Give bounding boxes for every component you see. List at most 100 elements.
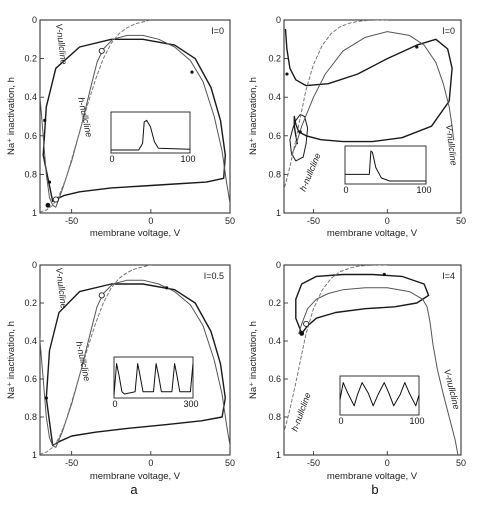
v-nullcline-curve — [298, 287, 459, 455]
inset-frame — [110, 111, 191, 154]
y-tick-label: 0.8 — [268, 169, 281, 179]
y-tick-label: 0 — [276, 260, 281, 270]
x-axis-label: membrane voltage, V — [90, 228, 181, 239]
x-axis-label: membrane voltage, V — [327, 228, 418, 239]
inset-frame — [339, 375, 420, 416]
x-tick-label: 0 — [385, 216, 390, 226]
h-nullcline-label: h-nullcline — [74, 340, 92, 382]
inset-trace-line — [111, 119, 191, 151]
y-tick-label: 1 — [276, 450, 281, 460]
inset-tick-end: 100 — [409, 416, 424, 426]
panel-2: 0 0.2 0.4 0.6 0.8 1 -50 0 50 membrane voltage, V N… — [248, 15, 466, 239]
x-tick-label: 50 — [225, 216, 235, 226]
h-nullcline-curve — [284, 20, 388, 191]
x-axis-label: membrane voltage, V — [327, 471, 418, 482]
y-tick-label: 0 — [32, 260, 37, 270]
y-tick-label: 0.4 — [268, 92, 281, 102]
inset-voltage-trace: 0 100 — [109, 111, 196, 164]
direction-arrow-marker — [298, 130, 302, 134]
x-axis-label: membrane voltage, V — [90, 471, 181, 482]
h-nullcline-curve — [40, 20, 152, 213]
inset-trace-line — [339, 382, 420, 407]
y-axis-label: Na⁺ inactivation, h — [6, 321, 17, 399]
x-tick-label: -50 — [307, 216, 320, 226]
h-nullcline-curve — [40, 265, 152, 455]
y-tick-label: 0.2 — [268, 298, 281, 308]
current-label: I=4 — [442, 271, 455, 281]
fixed-point-marker — [98, 292, 105, 299]
v-nullcline-label: V-nullcline — [444, 124, 459, 166]
y-tick-label: 0.6 — [268, 374, 281, 384]
y-tick-label: 0.6 — [24, 374, 37, 384]
v-nullcline-label: V-nullcline — [442, 368, 462, 410]
y-tick-label: 0.4 — [24, 92, 37, 102]
inset-trace-line — [345, 150, 426, 182]
trajectory-curve — [42, 38, 227, 203]
panel-label-a: a — [130, 482, 138, 497]
inset-tick-end: 100 — [416, 185, 431, 195]
direction-arrow-marker — [382, 272, 386, 277]
trajectory-curve — [45, 283, 227, 447]
y-tick-label: 0.2 — [24, 298, 37, 308]
inset-tick-start: 0 — [343, 185, 348, 195]
inset-voltage-trace: 0 300 — [112, 356, 199, 409]
direction-arrow-marker — [44, 396, 48, 400]
current-label: I=0.5 — [204, 271, 224, 281]
panel-4: 0 0.2 0.4 0.6 0.8 1 -50 0 50 membrane voltage, V N… — [248, 260, 466, 482]
panel-1: 0 0.2 0.4 0.6 0.8 1 -50 0 50 membrane voltage, V N… — [6, 15, 235, 239]
inset-tick-end: 300 — [183, 399, 198, 409]
v-nullcline-curve — [290, 31, 455, 156]
y-tick-label: 0.4 — [268, 336, 281, 346]
inset-tick-end: 100 — [180, 154, 195, 164]
direction-arrow-marker — [43, 118, 47, 122]
y-tick-label: 1 — [32, 208, 37, 218]
h-nullcline-label: h-nullcline — [289, 391, 312, 433]
v-nullcline-label: V-nullcline — [54, 267, 69, 309]
inset-tick-start: 0 — [338, 416, 343, 426]
direction-arrow-marker — [47, 180, 52, 184]
inset-tick-start: 0 — [109, 154, 114, 164]
y-tick-label: 0.8 — [268, 412, 281, 422]
trajectory-curve — [284, 28, 453, 145]
panel-3: 0 0.2 0.4 0.6 0.8 1 -50 0 50 membrane voltage, V N… — [6, 260, 235, 482]
current-label: I=0 — [211, 26, 224, 36]
plot-frame — [39, 19, 231, 214]
y-tick-label: 0.4 — [24, 336, 37, 346]
y-tick-label: 1 — [32, 450, 37, 460]
x-tick-label: 50 — [456, 458, 466, 468]
panel-label-b: b — [371, 482, 378, 497]
y-tick-label: 0.8 — [24, 412, 37, 422]
y-axis-label: Na⁺ inactivation, h — [248, 77, 259, 155]
direction-arrow-marker — [190, 70, 194, 74]
fixed-point-marker — [98, 47, 105, 54]
v-nullcline-label: V-nullcline — [54, 23, 69, 65]
trajectory-curve — [295, 273, 430, 335]
stable-point-marker — [299, 331, 305, 336]
trajectory-curve — [289, 114, 309, 162]
x-tick-label: -50 — [65, 216, 78, 226]
y-tick-label: 0 — [32, 15, 37, 25]
x-tick-label: -50 — [307, 458, 320, 468]
y-tick-label: 0.6 — [24, 131, 37, 141]
y-tick-label: 0.2 — [268, 54, 281, 64]
inset-trace-line — [113, 363, 194, 396]
h-nullcline-label: h-nullcline — [76, 96, 94, 138]
inset-frame — [344, 145, 427, 185]
direction-arrow-marker — [165, 286, 169, 290]
inset-tick-start: 0 — [112, 399, 117, 409]
direction-arrow-marker — [285, 72, 289, 76]
y-tick-label: 0.6 — [268, 131, 281, 141]
plot-frame — [39, 264, 231, 456]
y-tick-label: 0 — [276, 15, 281, 25]
x-tick-label: 50 — [225, 458, 235, 468]
y-tick-label: 1 — [276, 208, 281, 218]
fixed-point-marker — [303, 320, 310, 327]
fixed-point-marker — [52, 196, 59, 203]
y-tick-label: 0.8 — [24, 169, 37, 179]
h-nullcline-curve — [284, 265, 388, 433]
x-tick-label: 0 — [148, 458, 153, 468]
x-tick-label: 50 — [456, 216, 466, 226]
y-axis-label: Na⁺ inactivation, h — [6, 77, 17, 155]
